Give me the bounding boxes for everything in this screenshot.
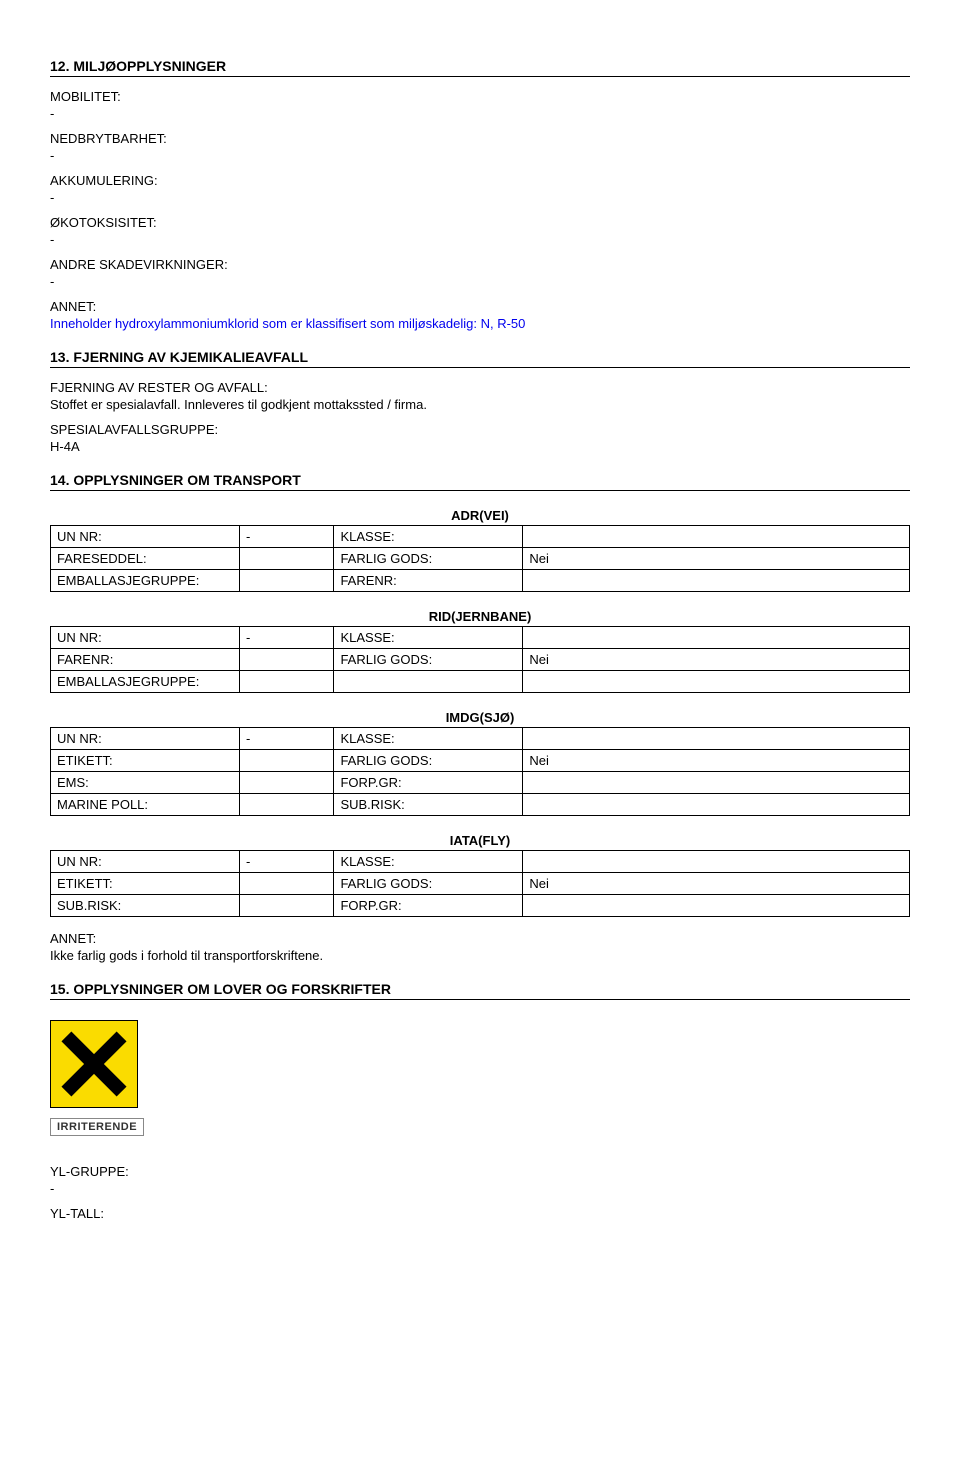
table-cell (523, 526, 910, 548)
table-cell (523, 671, 910, 693)
table-cell (239, 794, 333, 816)
table-cell (239, 649, 333, 671)
field-value: - (50, 274, 910, 289)
table-cell: Nei (523, 873, 910, 895)
field-value: - (50, 106, 910, 121)
table-cell: FARLIG GODS: (334, 750, 523, 772)
table-cell: FARESEDDEL: (51, 548, 240, 570)
section-12-heading: 12. MILJØOPPLYSNINGER (50, 58, 910, 77)
transport-table-imdg: IMDG(SJØ)UN NR:-KLASSE: ETIKETT: FARLIG GO… (50, 707, 910, 816)
transport-table-iata: IATA(FLY)UN NR:-KLASSE: ETIKETT: FARLIG GO… (50, 830, 910, 917)
table-cell (523, 728, 910, 750)
field-value: - (50, 190, 910, 205)
table-cell (239, 671, 333, 693)
hazard-block: IRRITERENDE (50, 1020, 910, 1136)
table-cell: ETIKETT: (51, 750, 240, 772)
table-cell: FARLIG GODS: (334, 873, 523, 895)
table-cell: KLASSE: (334, 728, 523, 750)
table-cell (239, 895, 333, 917)
table-cell (523, 895, 910, 917)
field-value: - (50, 148, 910, 163)
annet-text-14: Ikke farlig gods i forhold til transport… (50, 948, 910, 963)
field-label: MOBILITET: (50, 89, 910, 104)
table-cell: KLASSE: (334, 526, 523, 548)
table-cell: - (239, 851, 333, 873)
table-cell (239, 570, 333, 592)
transport-table-title: ADR(VEI) (51, 505, 910, 526)
rester-label: FJERNING AV RESTER OG AVFALL: (50, 380, 910, 395)
table-cell (523, 570, 910, 592)
table-cell: KLASSE: (334, 851, 523, 873)
table-cell (239, 750, 333, 772)
table-cell: FARLIG GODS: (334, 548, 523, 570)
field-label: ØKOTOKSISITET: (50, 215, 910, 230)
table-cell: SUB.RISK: (51, 895, 240, 917)
table-cell: FARLIG GODS: (334, 649, 523, 671)
table-cell: KLASSE: (334, 627, 523, 649)
transport-table-title: IATA(FLY) (51, 830, 910, 851)
table-cell (523, 851, 910, 873)
hazard-x-icon (50, 1020, 138, 1108)
transport-table-title: IMDG(SJØ) (51, 707, 910, 728)
field-value: - (50, 232, 910, 247)
table-cell: UN NR: (51, 627, 240, 649)
annet-text-12: Inneholder hydroxylammoniumklorid som er… (50, 316, 910, 331)
field-label: NEDBRYTBARHET: (50, 131, 910, 146)
spesialavfall-value: H-4A (50, 439, 910, 454)
section-15-heading: 15. OPPLYSNINGER OM LOVER OG FORSKRIFTER (50, 981, 910, 1000)
table-cell: FORP.GR: (334, 895, 523, 917)
hazard-caption: IRRITERENDE (50, 1118, 144, 1136)
table-cell: FARENR: (51, 649, 240, 671)
transport-tables: ADR(VEI)UN NR:-KLASSE:FARESEDDEL:FARLIG … (50, 505, 910, 917)
annet-label-14: ANNET: (50, 931, 910, 946)
section-13-heading: 13. FJERNING AV KJEMIKALIEAVFALL (50, 349, 910, 368)
spesialavfall-label: SPESIALAVFALLSGRUPPE: (50, 422, 910, 437)
ylgruppe-value: - (50, 1181, 910, 1196)
table-cell: Nei (523, 649, 910, 671)
transport-table-rid: RID(JERNBANE)UN NR:-KLASSE: FARENR: FARLIG… (50, 606, 910, 693)
table-cell: UN NR: (51, 851, 240, 873)
table-cell (523, 772, 910, 794)
table-cell (523, 627, 910, 649)
yltall-label: YL-TALL: (50, 1206, 910, 1221)
table-cell: MARINE POLL: (51, 794, 240, 816)
table-cell: UN NR: (51, 728, 240, 750)
section-12-fields: MOBILITET: - NEDBRYTBARHET: - AKKUMULERING: -… (50, 89, 910, 289)
table-cell: - (239, 526, 333, 548)
field-label: AKKUMULERING: (50, 173, 910, 188)
table-cell: FORP.GR: (334, 772, 523, 794)
transport-table-adr: ADR(VEI)UN NR:-KLASSE: FARESEDDEL: FARLIG … (50, 505, 910, 592)
table-cell: Nei (523, 750, 910, 772)
table-cell: UN NR: (51, 526, 240, 548)
table-cell (334, 671, 523, 693)
table-cell: FARENR: (334, 570, 523, 592)
table-cell: ETIKETT: (51, 873, 240, 895)
section-14-heading: 14. OPPLYSNINGER OM TRANSPORT (50, 472, 910, 491)
table-cell: - (239, 627, 333, 649)
transport-table-title: RID(JERNBANE) (51, 606, 910, 627)
field-label: ANDRE SKADEVIRKNINGER: (50, 257, 910, 272)
table-cell: SUB.RISK: (334, 794, 523, 816)
annet-label-12: ANNET: (50, 299, 910, 314)
table-cell (239, 548, 333, 570)
table-cell: - (239, 728, 333, 750)
table-cell (523, 794, 910, 816)
table-cell: EMBALLASJEGRUPPE: (51, 671, 240, 693)
rester-text: Stoffet er spesialavfall. Innleveres til… (50, 397, 910, 412)
table-cell: EMS: (51, 772, 240, 794)
table-cell (239, 873, 333, 895)
table-cell: EMBALLASJEGRUPPE: (51, 570, 240, 592)
table-cell: Nei (523, 548, 910, 570)
table-cell (239, 772, 333, 794)
ylgruppe-label: YL-GRUPPE: (50, 1164, 910, 1179)
